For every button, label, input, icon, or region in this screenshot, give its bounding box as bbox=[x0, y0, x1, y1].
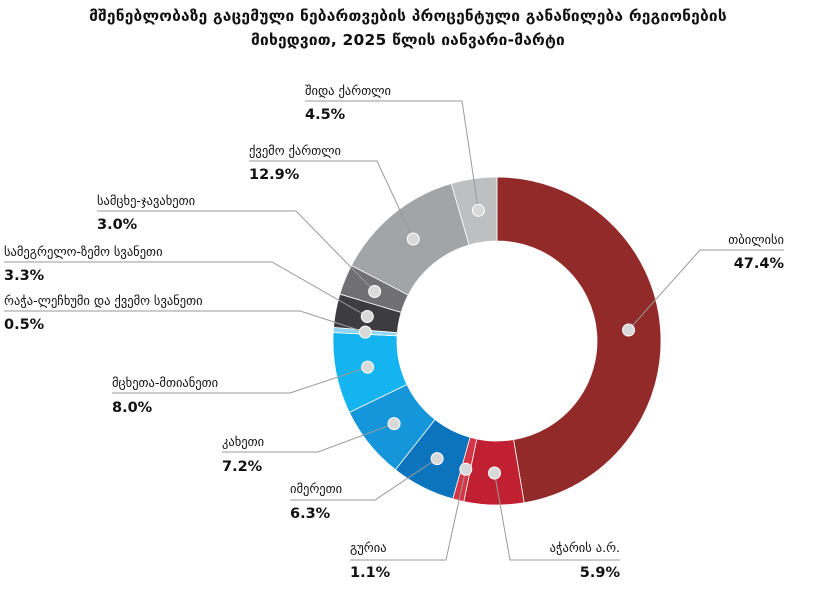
slice-label-name-2: გურია bbox=[350, 540, 387, 555]
slice-label-name-5: მცხეთა-მთიანეთი bbox=[112, 375, 218, 390]
slice-label-value-1: 5.9% bbox=[580, 565, 621, 581]
slice-marker-10 bbox=[471, 203, 485, 217]
slice-markers bbox=[358, 203, 636, 480]
leader-lines bbox=[4, 100, 784, 561]
slice-label-value-10: 4.5% bbox=[305, 107, 346, 123]
leader-line-3 bbox=[290, 458, 438, 501]
slice-label-value-3: 6.3% bbox=[290, 506, 331, 522]
slice-marker-4 bbox=[387, 417, 401, 431]
leader-line-5 bbox=[112, 366, 368, 394]
slice-label-name-6: რაჭა-ლეჩხუმი და ქვემო სვანეთი bbox=[4, 293, 203, 308]
slice-label-value-6: 0.5% bbox=[4, 317, 45, 333]
leader-line-8 bbox=[97, 210, 375, 292]
slice-label-name-8: სამცხე-ჯავახეთი bbox=[97, 193, 195, 208]
slice-label-name-9: ქვემო ქართლი bbox=[249, 143, 341, 158]
slice-marker-6 bbox=[358, 325, 372, 339]
slice-label-value-9: 12.9% bbox=[249, 167, 300, 183]
leader-line-9 bbox=[249, 160, 414, 240]
chart-title-line-2: მიხედვით, 2025 წლის იანვარი-მარტი bbox=[251, 31, 565, 49]
leader-line-0 bbox=[628, 249, 784, 331]
slice-marker-1 bbox=[488, 466, 502, 480]
chart-title-line-1: მშენებლობაზე გაცემული ნებართვების პროცენ… bbox=[89, 7, 727, 25]
slice-marker-7 bbox=[360, 309, 374, 323]
leader-line-10 bbox=[305, 100, 479, 211]
slice-label-name-0: თბილისი bbox=[728, 232, 784, 247]
slice-label-value-0: 47.4% bbox=[734, 256, 785, 272]
leader-line-6 bbox=[4, 310, 366, 333]
leader-line-7 bbox=[4, 261, 368, 317]
slice-marker-5 bbox=[361, 360, 375, 374]
slice-0 bbox=[496, 176, 662, 504]
donut-slices bbox=[332, 176, 662, 506]
leader-line-4 bbox=[222, 423, 395, 453]
slice-label-value-5: 8.0% bbox=[112, 400, 153, 416]
slice-label-value-8: 3.0% bbox=[97, 217, 138, 233]
slice-label-name-7: სამეგრელო-ზემო სვანეთი bbox=[4, 244, 163, 259]
leader-line-1 bbox=[494, 472, 620, 561]
slice-marker-9 bbox=[406, 232, 420, 246]
slice-label-name-10: შიდა ქართლი bbox=[305, 83, 391, 98]
slice-label-name-1: აჭარის ა.რ. bbox=[550, 540, 620, 555]
slice-labels: თბილისი 47.4% აჭარის ა.რ. 5.9% გურია 1.1% იმერ… bbox=[4, 83, 784, 581]
slice-label-name-3: იმერეთი bbox=[290, 481, 342, 496]
slice-marker-8 bbox=[368, 284, 382, 298]
slice-label-name-4: კახეთი bbox=[222, 434, 264, 449]
chart-title: მშენებლობაზე გაცემული ნებართვების პროცენ… bbox=[0, 4, 816, 52]
slice-label-value-2: 1.1% bbox=[350, 565, 391, 581]
slice-label-value-4: 7.2% bbox=[222, 459, 263, 475]
slice-marker-0 bbox=[622, 323, 636, 337]
slice-marker-2 bbox=[459, 462, 473, 476]
slice-label-value-7: 3.3% bbox=[4, 268, 45, 284]
leader-line-2 bbox=[350, 469, 467, 561]
slice-marker-3 bbox=[430, 452, 444, 466]
